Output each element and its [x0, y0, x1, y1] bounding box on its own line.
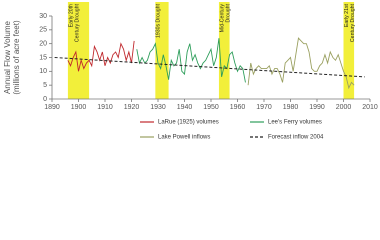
drought-band — [67, 2, 90, 99]
x-tick-label: 1940 — [177, 104, 193, 111]
drought-label: Century Drought — [74, 3, 80, 42]
y-tick-label: 10 — [39, 68, 47, 75]
drought-band — [218, 2, 230, 99]
x-tick-label: 1970 — [256, 104, 272, 111]
y-tick-label: 30 — [39, 13, 47, 20]
chart: Annual Flow Volume (millions of acre feet… — [3, 2, 378, 141]
y-tick-label: 15 — [39, 54, 47, 61]
x-tick-label: 1950 — [203, 104, 219, 111]
x-tick-label: 1990 — [309, 104, 325, 111]
x-tick-label: 1930 — [150, 104, 166, 111]
x-tick-label: 1960 — [230, 104, 246, 111]
y-tick-label: 25 — [39, 27, 47, 34]
y-tick-label: 20 — [39, 41, 47, 48]
series-line — [247, 37, 355, 90]
drought-label: Early 20th — [68, 4, 74, 27]
x-tick-label: 1890 — [44, 104, 60, 111]
y-axis-label-line: Annual Flow Volume — [3, 20, 12, 93]
y-axis-label: Annual Flow Volume (millions of acre feet… — [3, 20, 21, 95]
legend-label: Forecast inflow 2004 — [268, 135, 324, 141]
x-tick-label: 1980 — [283, 104, 299, 111]
drought-label: 1930s Drought — [156, 3, 162, 38]
y-tick-label: 0 — [43, 96, 47, 103]
x-tick-label: 1900 — [71, 104, 87, 111]
x-tick-label: 2010 — [362, 104, 378, 111]
drought-label: Mid-Century — [219, 4, 225, 33]
legend-label: Lee's Ferry volumes — [268, 120, 322, 126]
drought-band — [155, 2, 169, 99]
series-line — [136, 38, 246, 83]
drought-label: Century Drought — [350, 3, 356, 42]
drought-label: Drought — [225, 3, 231, 22]
legend-label: Lake Powell inflows — [158, 135, 210, 141]
series-line — [67, 40, 135, 72]
y-axis-label-line: (millions of acre feet) — [12, 20, 21, 95]
drought-band — [343, 2, 355, 99]
legend-label: LaRue (1925) volumes — [158, 120, 219, 126]
drought-label: Early 21st — [344, 3, 350, 27]
series-line — [54, 57, 365, 78]
x-tick-label: 2000 — [336, 104, 352, 111]
x-tick-label: 1920 — [124, 104, 140, 111]
x-tick-label: 1910 — [97, 104, 113, 111]
y-tick-label: 5 — [43, 82, 47, 89]
